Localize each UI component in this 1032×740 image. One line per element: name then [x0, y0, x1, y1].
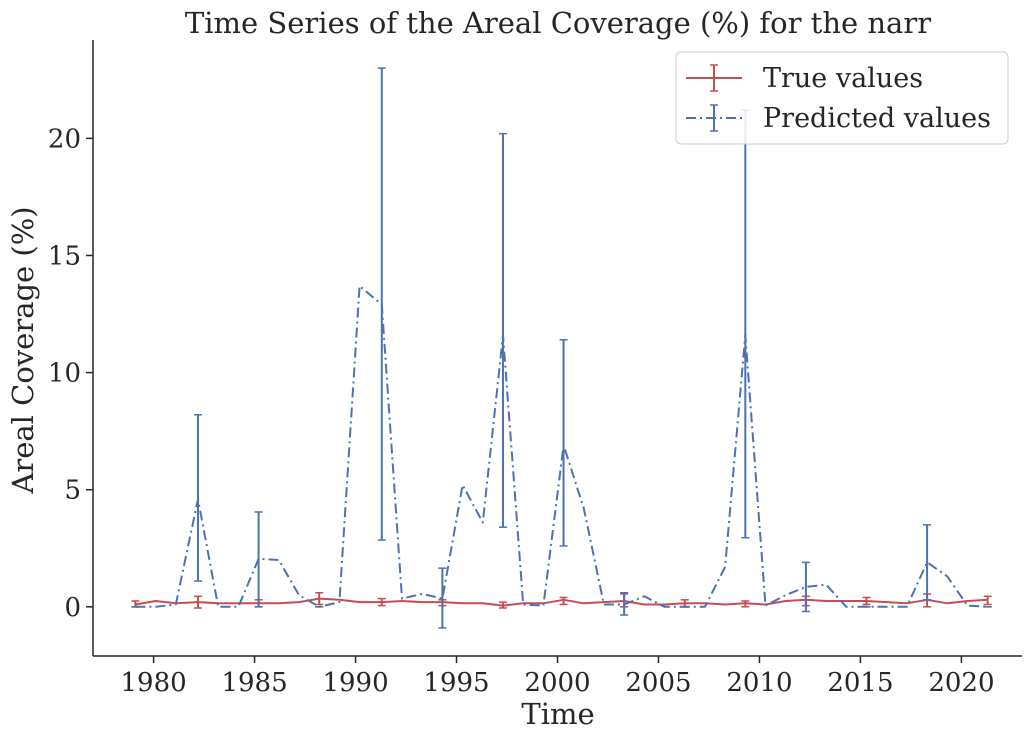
error-bar	[498, 132, 507, 528]
y-tick-label: 15	[48, 241, 81, 271]
error-bar	[194, 595, 203, 609]
legend-entry: Predicted values	[686, 103, 991, 134]
x-tick-label: 2010	[726, 668, 792, 698]
x-axis-label: Time	[521, 697, 594, 731]
series-predicted-values	[131, 67, 992, 629]
plot-area	[131, 67, 992, 629]
y-tick-label: 10	[48, 359, 81, 389]
error-bar	[983, 595, 992, 606]
x-tick-label: 1980	[121, 668, 187, 698]
error-bar	[498, 601, 507, 609]
x-tick-label: 2000	[524, 668, 590, 698]
y-tick-label: 5	[64, 476, 81, 506]
error-bar	[741, 600, 750, 608]
series-true-values	[131, 592, 992, 609]
x-tick-label: 1985	[221, 668, 287, 698]
error-bar	[620, 592, 629, 616]
error-bar	[438, 567, 447, 629]
legend: True values Predicted values	[675, 51, 1009, 145]
error-bar	[315, 592, 324, 606]
y-axis-ticks: 0 5 10 15 20	[48, 124, 93, 623]
error-bar	[377, 597, 386, 607]
error-bar	[194, 414, 203, 582]
error-bar	[559, 339, 568, 547]
error-bar	[801, 561, 810, 613]
error-bar	[923, 524, 932, 601]
legend-frame	[675, 51, 1009, 145]
error-bar	[862, 596, 871, 606]
x-axis-ticks: 1980 1985 1990 1995 2000 2005 2010 2015 2020	[121, 656, 994, 698]
error-bar	[254, 511, 263, 608]
y-axis-label: Areal Coverage (%)	[6, 206, 40, 494]
y-tick-label: 20	[48, 124, 81, 154]
legend-label: Predicted values	[763, 103, 991, 134]
error-bar	[377, 67, 386, 541]
y-tick-label: 0	[64, 593, 81, 623]
legend-label: True values	[763, 63, 923, 94]
chart-title: Time Series of the Areal Coverage (%) fo…	[185, 6, 931, 40]
x-tick-label: 1995	[423, 668, 489, 698]
x-tick-label: 1990	[322, 668, 388, 698]
legend-entry: True values	[686, 63, 923, 94]
x-tick-label: 2015	[827, 668, 893, 698]
x-tick-label: 2020	[928, 668, 994, 698]
error-bar	[559, 596, 568, 606]
x-tick-label: 2005	[625, 668, 691, 698]
